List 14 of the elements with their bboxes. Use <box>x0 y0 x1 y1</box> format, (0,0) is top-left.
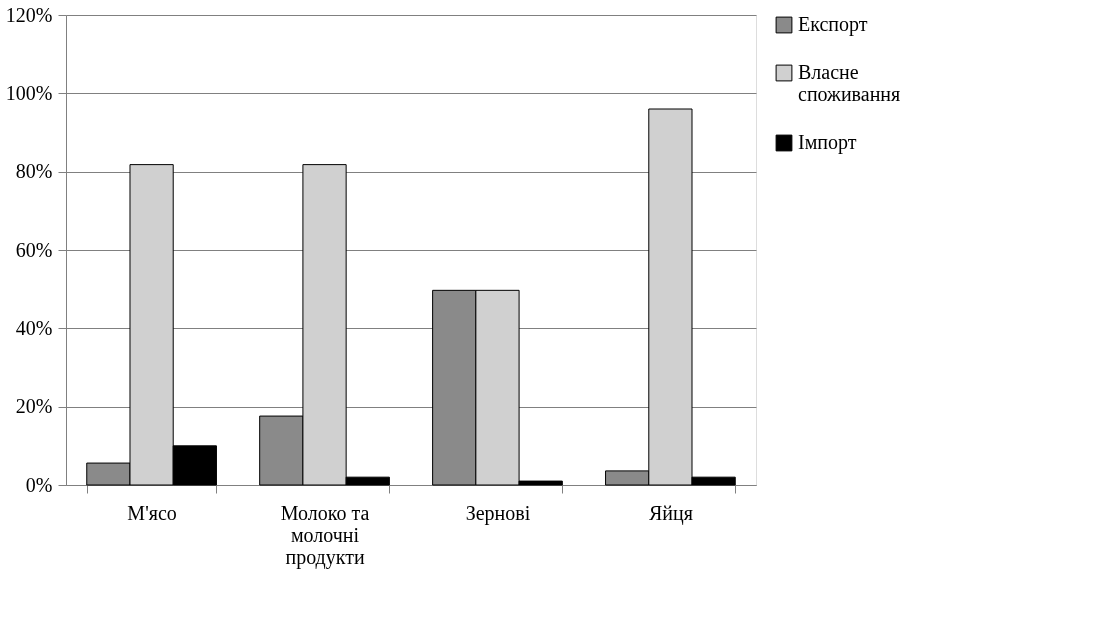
y-tick-label: 40% <box>15 316 53 339</box>
x-tick-label: Яйця <box>648 501 693 525</box>
x-tick-label: М'ясо <box>127 501 177 524</box>
legend-label: Власне споживання <box>798 61 901 105</box>
y-tick-label: 80% <box>15 160 53 183</box>
legend-label: Експорт <box>798 13 868 36</box>
x-tick-label: Зернові <box>465 501 531 525</box>
y-tick-label: 60% <box>15 238 53 261</box>
x-tick-label: Молоко та молочні продукти <box>280 501 370 569</box>
y-tick-label: 100% <box>5 81 53 104</box>
legend-label: Імпорт <box>798 131 857 154</box>
y-tick-label: 0% <box>25 473 53 496</box>
y-tick-label: 20% <box>15 395 53 418</box>
y-tick-label: 120% <box>5 3 53 26</box>
